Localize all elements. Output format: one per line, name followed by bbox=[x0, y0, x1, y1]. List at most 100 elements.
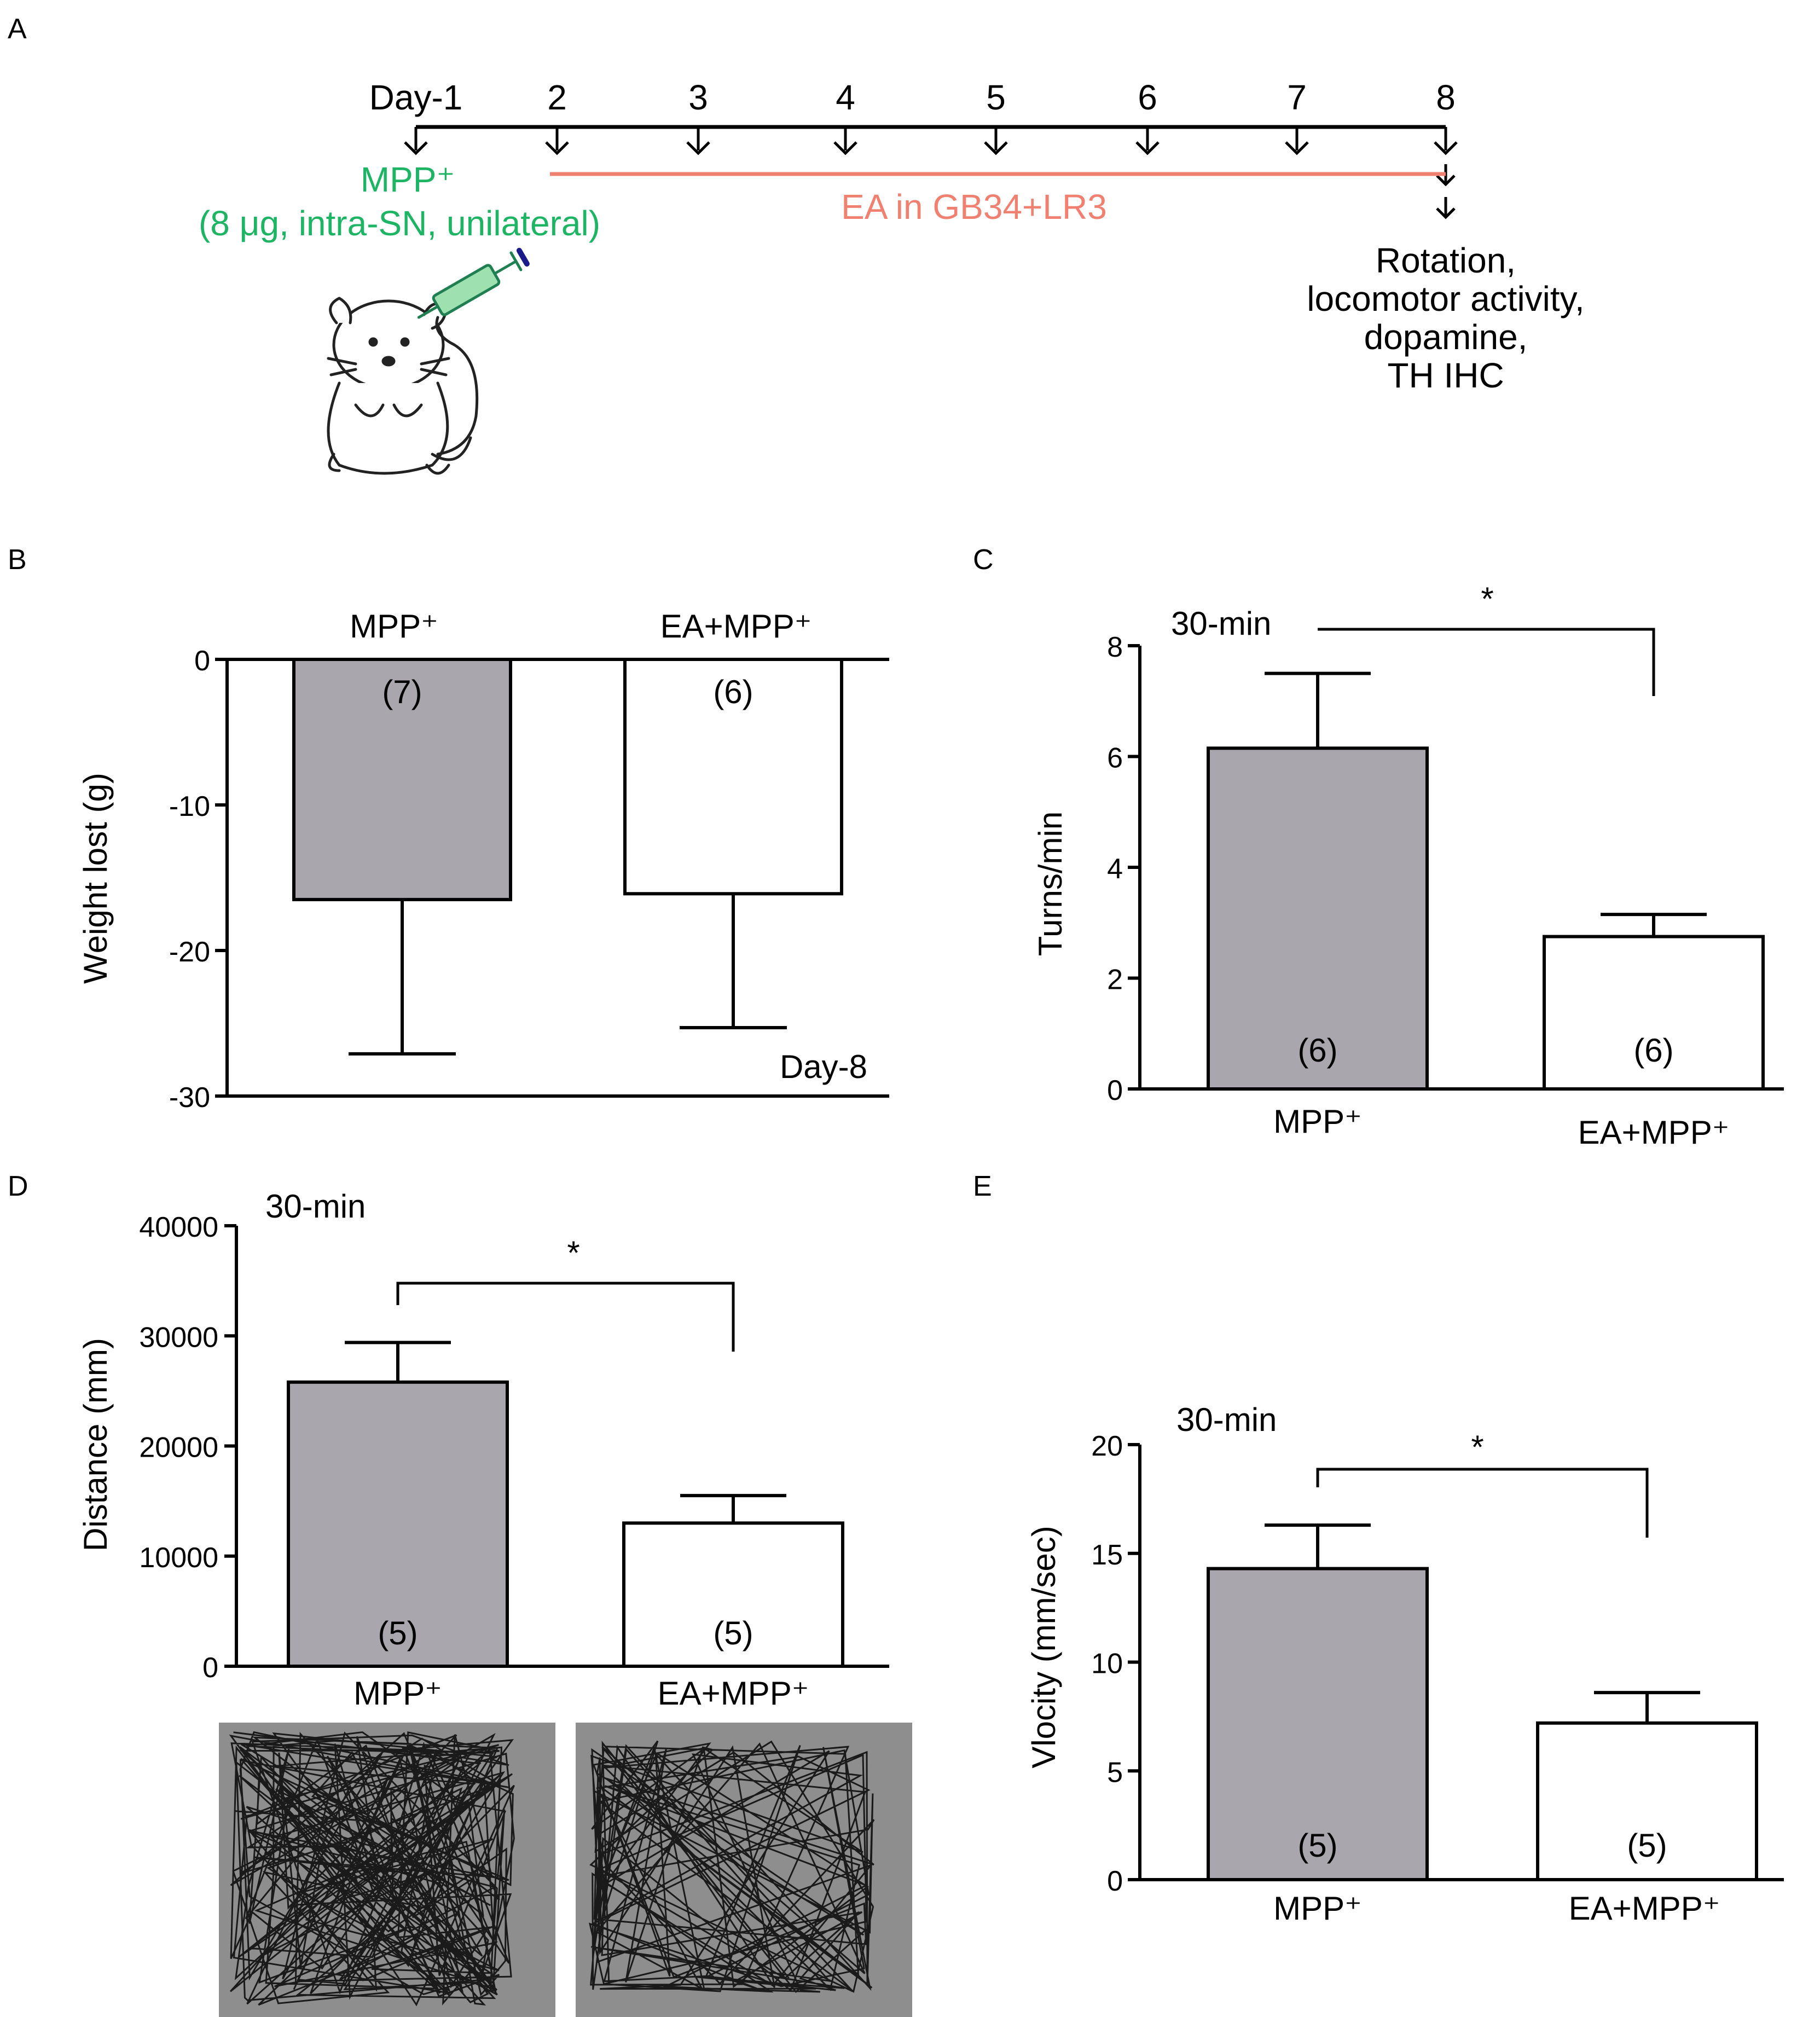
timeline-arrowhead bbox=[545, 141, 569, 155]
bar-ea-mpp bbox=[1543, 935, 1765, 1091]
category-label: EA+MPP⁺ bbox=[1569, 1890, 1720, 1927]
bar-mpp bbox=[287, 1380, 509, 1668]
category-label: MPP⁺ bbox=[350, 608, 438, 645]
y-tick-label: 40000 bbox=[139, 1212, 218, 1243]
n-label: (6) bbox=[1297, 1032, 1337, 1069]
y-axis-label: Weight lost (g) bbox=[77, 773, 114, 984]
bars bbox=[292, 658, 843, 1056]
y-axis-label: Distance (mm) bbox=[77, 1338, 114, 1551]
mpp-injection-label: MPP⁺ bbox=[361, 160, 455, 199]
y-tick-label: 30000 bbox=[139, 1322, 218, 1353]
velocity-chart: 0 5 10 15 20 30-min * (5) (5) MPP⁺ EA+MPP⁺ V… bbox=[1025, 1401, 1784, 1927]
timeline-arrowhead bbox=[1436, 175, 1456, 187]
significance-star: * bbox=[1471, 1429, 1483, 1465]
timeline-arrowhead bbox=[1285, 141, 1309, 155]
bar-mpp bbox=[1207, 746, 1429, 1091]
n-label: (5) bbox=[1297, 1827, 1337, 1864]
y-tick-label: -10 bbox=[169, 791, 210, 822]
y-tick-label: 10000 bbox=[139, 1542, 218, 1574]
timeline-day-label: 6 bbox=[1138, 78, 1157, 117]
panel-letter-a: A bbox=[8, 13, 27, 45]
significance-star: * bbox=[1481, 581, 1493, 617]
y-axis-label: Turns/min bbox=[1032, 812, 1069, 957]
track-image-mpp bbox=[219, 1723, 555, 2017]
y-tick-label: -30 bbox=[169, 1082, 210, 1114]
panel-letter-d: D bbox=[8, 1170, 28, 1202]
n-label: (7) bbox=[382, 674, 422, 710]
bar-mpp bbox=[292, 658, 512, 901]
n-label: (5) bbox=[1627, 1827, 1667, 1864]
category-label: MPP⁺ bbox=[1273, 1103, 1362, 1140]
timeline-arrowhead bbox=[686, 141, 710, 155]
significance-bracket bbox=[396, 1282, 735, 1352]
y-ticks: 0 10000 20000 30000 40000 bbox=[139, 1212, 236, 1684]
perimeter-trajectory bbox=[588, 1740, 875, 1993]
significance-bracket bbox=[1318, 628, 1655, 696]
y-tick-label: 6 bbox=[1107, 743, 1123, 774]
ea-treatment-label: EA in GB34+LR3 bbox=[841, 187, 1107, 227]
timeline-panel: Day-1 2 3 4 5 6 7 8 EA in GB34+LR3 MPP⁺ … bbox=[199, 78, 1585, 475]
timeline-arrowhead bbox=[1436, 207, 1456, 219]
track-image-ea-mpp bbox=[576, 1723, 912, 2017]
distance-chart: 0 10000 20000 30000 40000 30-min * (5) (5) M… bbox=[77, 1188, 912, 2017]
mpp-dose-label: (8 μg, intra-SN, unilateral) bbox=[199, 204, 600, 243]
timeline-day-label: 7 bbox=[1287, 78, 1307, 117]
y-tick-label: 20000 bbox=[139, 1432, 218, 1464]
y-tick-label: 2 bbox=[1107, 964, 1123, 996]
y-tick-label: 0 bbox=[1107, 1075, 1123, 1106]
category-label: EA+MPP⁺ bbox=[660, 608, 812, 645]
bars bbox=[1207, 1468, 1758, 1882]
significance-bracket bbox=[1316, 1468, 1649, 1538]
rotation-chart: 0 2 4 6 8 30-min * (6) (6) MPP⁺ EA+MPP⁺ Turn… bbox=[1032, 581, 1784, 1151]
y-ticks: 0 2 4 6 8 bbox=[1107, 631, 1140, 1106]
y-tick-label: 10 bbox=[1091, 1648, 1123, 1680]
outcome-label: locomotor activity, bbox=[1307, 279, 1584, 318]
outcome-label: dopamine, bbox=[1364, 317, 1528, 357]
bar-mpp bbox=[1207, 1567, 1429, 1881]
n-label: (5) bbox=[378, 1615, 418, 1651]
time-label: 30-min bbox=[1176, 1401, 1277, 1438]
timeline-day-label: 3 bbox=[688, 78, 708, 117]
timeline-arrowhead bbox=[833, 141, 857, 155]
significance-star: * bbox=[567, 1234, 579, 1271]
y-tick-label: 0 bbox=[194, 645, 210, 677]
weight-loss-chart: 0 -10 -20 -30 MPP⁺ EA+MPP⁺ (7) (6) Day-8 We… bbox=[77, 608, 889, 1114]
n-label: (5) bbox=[713, 1615, 753, 1651]
bars bbox=[287, 1282, 844, 1668]
dense-trajectory bbox=[229, 1731, 515, 2007]
timeline-arrowhead bbox=[1135, 141, 1160, 155]
category-label: MPP⁺ bbox=[1273, 1890, 1362, 1927]
mouse-injection-icon bbox=[327, 247, 530, 475]
time-label: 30-min bbox=[265, 1188, 366, 1225]
time-label: 30-min bbox=[1171, 605, 1271, 642]
y-tick-label: 15 bbox=[1091, 1539, 1123, 1571]
bar-ea-mpp bbox=[1536, 1721, 1758, 1882]
y-axis-label: Vlocity (mm/sec) bbox=[1025, 1526, 1062, 1768]
day-annotation: Day-8 bbox=[780, 1048, 867, 1085]
timeline-day-label: Day-1 bbox=[369, 78, 463, 117]
timeline-day-label: 4 bbox=[836, 78, 855, 117]
n-label: (6) bbox=[713, 674, 753, 710]
y-tick-label: 0 bbox=[202, 1652, 218, 1684]
timeline-arrowhead bbox=[1434, 141, 1458, 155]
y-tick-label: -20 bbox=[169, 936, 210, 968]
timeline-arrowhead bbox=[984, 141, 1008, 155]
n-label: (6) bbox=[1633, 1032, 1673, 1069]
y-tick-label: 0 bbox=[1107, 1865, 1123, 1897]
y-tick-label: 4 bbox=[1107, 853, 1123, 885]
bar-ea-mpp bbox=[623, 658, 843, 896]
panel-letter-e: E bbox=[973, 1170, 992, 1202]
bars bbox=[1207, 628, 1765, 1091]
timeline-day-label: 2 bbox=[547, 78, 567, 117]
panel-letter-b: B bbox=[8, 544, 27, 576]
timeline-arrowhead bbox=[404, 141, 428, 155]
outcome-label: TH IHC bbox=[1387, 356, 1504, 395]
category-label: MPP⁺ bbox=[353, 1675, 442, 1712]
y-tick-label: 8 bbox=[1107, 631, 1123, 663]
category-label: EA+MPP⁺ bbox=[658, 1675, 809, 1712]
timeline-day-label: 5 bbox=[986, 78, 1006, 117]
panel-letter-c: C bbox=[973, 544, 994, 576]
outcome-label: Rotation, bbox=[1376, 241, 1516, 280]
category-label: EA+MPP⁺ bbox=[1578, 1114, 1730, 1151]
